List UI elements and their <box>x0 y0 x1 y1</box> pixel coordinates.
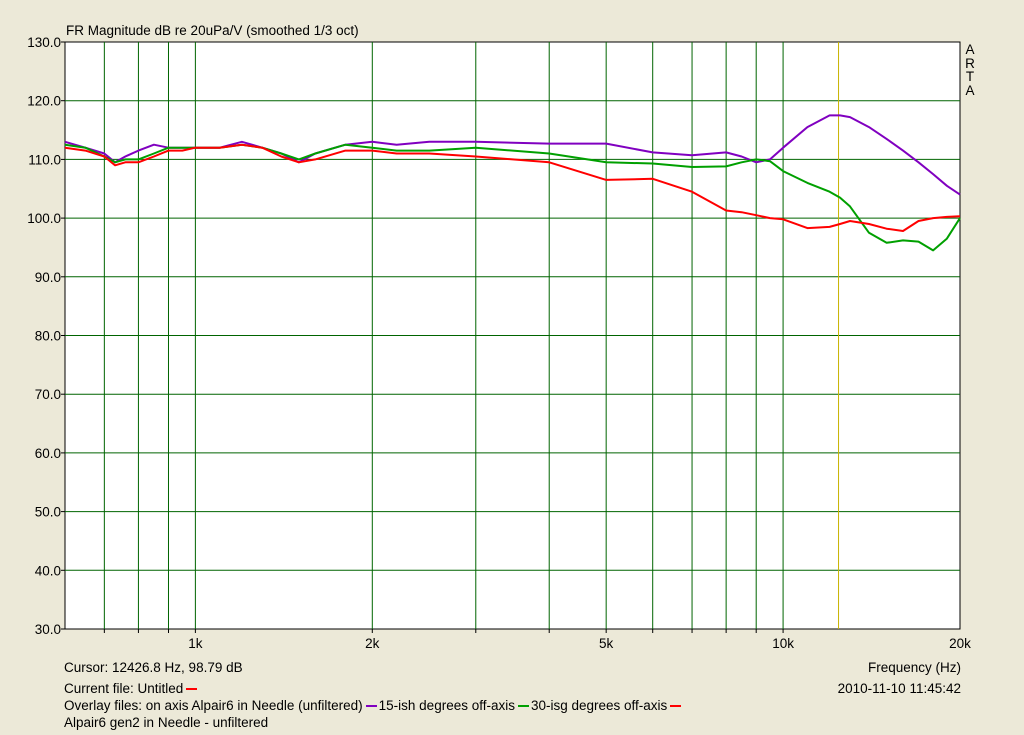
current-file-swatch <box>186 688 198 691</box>
overlay-files-legend: Overlay files: on axis Alpair6 in Needle… <box>64 698 683 714</box>
x-tick-label: 10k <box>772 636 794 651</box>
overlay-item-4: Alpair6 gen2 in Needle - unfiltered <box>64 715 269 730</box>
y-tick-label: 100.0 <box>27 211 61 226</box>
series-line-3 <box>64 143 961 232</box>
y-tick-label: 120.0 <box>27 94 61 109</box>
series-line-1 <box>64 114 961 196</box>
green-swatch <box>517 705 529 708</box>
timestamp: 2010-11-10 11:45:42 <box>837 681 961 696</box>
purple-swatch <box>365 705 377 708</box>
y-tick-label: 60.0 <box>35 446 61 461</box>
arta-logo: A R T A <box>965 42 975 98</box>
overlay-item-3: 30-isg degrees off-axis <box>530 698 668 713</box>
y-axis-ticks: 30.0 40.0 50.0 60.0 70.0 80.0 90.0 100.0 110.0 12… <box>27 35 65 637</box>
y-tick-label: 50.0 <box>35 505 61 520</box>
x-axis-ticks: 1k 2k 5k 10k 20k <box>103 629 971 651</box>
y-tick-label: 70.0 <box>35 387 61 402</box>
x-tick-label: 1k <box>188 636 203 651</box>
x-axis-label: Frequency (Hz) <box>867 660 961 675</box>
current-file-label: Current file: Untitled <box>64 681 199 697</box>
overlay-item-1: Overlay files: on axis Alpair6 in Needle… <box>64 698 363 713</box>
series-line-2 <box>64 143 961 252</box>
series-layer <box>64 114 961 252</box>
overlay-item-2: 15-ish degrees off-axis <box>378 698 515 713</box>
y-tick-label: 130.0 <box>27 35 61 50</box>
chart-title: FR Magnitude dB re 20uPa/V (smoothed 1/3… <box>66 23 359 38</box>
x-tick-label: 5k <box>599 636 614 651</box>
y-tick-label: 30.0 <box>35 622 61 637</box>
cursor-readout: Cursor: 12426.8 Hz, 98.79 dB <box>64 660 243 675</box>
red-swatch <box>670 705 682 708</box>
x-tick-label: 20k <box>949 636 971 651</box>
y-tick-label: 90.0 <box>35 270 61 285</box>
y-tick-label: 110.0 <box>28 152 61 167</box>
frequency-response-plot[interactable]: 30.0 40.0 50.0 60.0 70.0 80.0 90.0 100.0 110.0 12… <box>0 0 1024 660</box>
y-tick-label: 40.0 <box>35 563 61 578</box>
y-tick-label: 80.0 <box>35 329 61 344</box>
x-tick-label: 2k <box>365 636 380 651</box>
